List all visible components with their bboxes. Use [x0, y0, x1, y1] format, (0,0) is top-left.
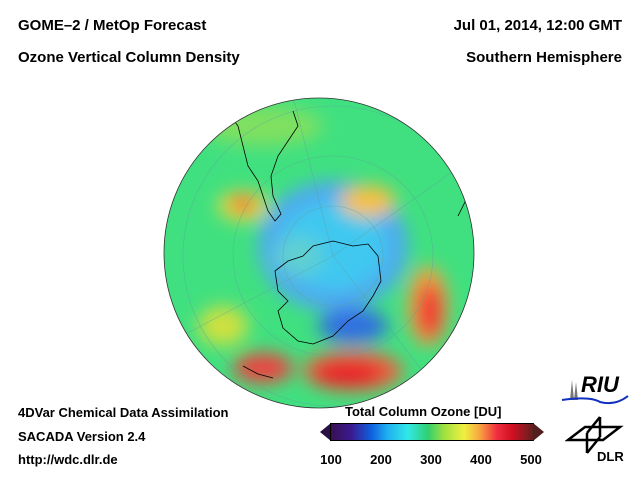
footer-version: SACADA Version 2.4 [18, 429, 146, 444]
riu-logo-text: RIU [581, 372, 619, 397]
dlr-logo-text: DLR [597, 449, 624, 464]
colorbar-tick: 500 [520, 452, 542, 467]
title-date: Jul 01, 2014, 12:00 GMT [453, 17, 622, 34]
colorbar-tick: 400 [470, 452, 492, 467]
colorbar-min-arrow [320, 423, 331, 441]
colorbar-tick: 200 [370, 452, 392, 467]
colorbar-max-arrow [533, 423, 544, 441]
ozone-map-globe [163, 97, 475, 409]
colorbar-tick: 300 [420, 452, 442, 467]
colorbar-tick: 100 [320, 452, 342, 467]
title-region: Southern Hemisphere [466, 49, 622, 66]
title-quantity: Ozone Vertical Column Density [18, 49, 240, 66]
footer-method: 4DVar Chemical Data Assimilation [18, 405, 229, 420]
title-product: GOME–2 / MetOp Forecast [18, 17, 207, 34]
footer-url[interactable]: http://wdc.dlr.de [18, 452, 118, 467]
dlr-logo: DLR [565, 415, 630, 465]
colorbar [330, 423, 534, 441]
colorbar-title: Total Column Ozone [DU] [345, 404, 502, 419]
riu-logo: RIU [560, 372, 630, 406]
